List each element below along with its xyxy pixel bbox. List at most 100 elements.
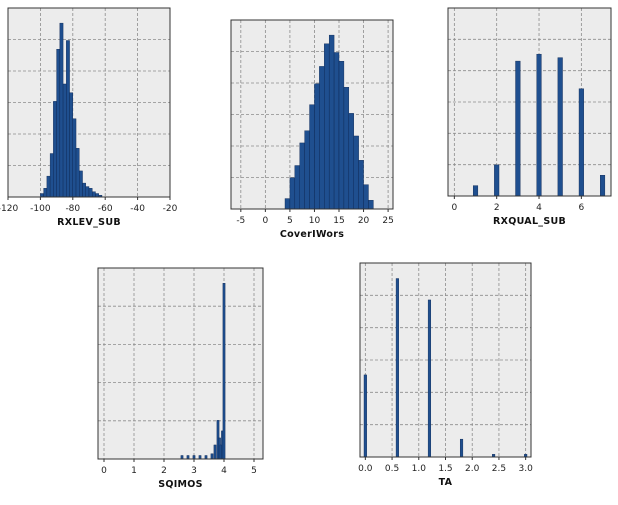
histogram-ta: 0.0 0.5 1.0 1.5 2.0 2.5 3.0 TA (358, 262, 533, 488)
histogram-bar (472, 185, 479, 197)
histogram-bar (536, 53, 542, 197)
x-tick-label: 3 (191, 466, 197, 476)
histogram-bar (289, 177, 296, 210)
histogram-bar (515, 60, 521, 197)
histogram-bar (294, 165, 300, 210)
histogram-bar (213, 444, 217, 460)
histogram-bar (333, 52, 340, 210)
x-tick-label: 10 (309, 216, 321, 226)
x-tick-label: -20 (163, 204, 178, 214)
histogram-bar (72, 118, 77, 198)
histogram-bar (59, 22, 64, 198)
x-tick-label: 1.0 (412, 464, 427, 474)
x-tick-label: 0.5 (385, 464, 399, 474)
x-tick-label: 0 (451, 203, 457, 213)
histogram-bar (69, 92, 73, 198)
histogram-bar (363, 184, 369, 210)
histogram-rxlev-sub: -120 -100 -80 -60 -40 -20 RXLEV_SUB (0, 7, 178, 228)
histogram-bar (85, 186, 90, 198)
histogram-bar (338, 61, 345, 210)
histogram-bar (353, 135, 359, 210)
histogram-bar (79, 170, 83, 198)
x-tick-label: 4 (221, 466, 227, 476)
x-tick-label: 25 (382, 216, 393, 226)
x-axis-label: CoverIWors (280, 229, 344, 240)
histogram-bar (427, 299, 432, 458)
plot-frame (97, 267, 264, 460)
x-tick-label: 5 (287, 216, 293, 226)
histogram-bar (299, 142, 305, 210)
histogram-bar (75, 148, 80, 198)
x-tick-label: -100 (30, 204, 51, 214)
histogram-bar (46, 175, 51, 198)
histogram-bar (314, 83, 320, 210)
histogram-bar (62, 83, 67, 198)
plot-frame (7, 7, 171, 198)
x-tick-label: 1 (131, 466, 137, 476)
x-axis-label: RXQUAL_SUB (493, 216, 566, 227)
histogram-bar (578, 88, 584, 197)
histogram-coveriwors: -5 0 5 10 15 20 25 CoverIWors (230, 19, 394, 240)
histogram-rxqual-sub: 0 2 4 6 RXQUAL_SUB (447, 7, 612, 227)
histogram-bar (180, 455, 184, 460)
histogram-sqimos: 0 1 2 3 4 5 SQIMOS (97, 267, 264, 490)
histogram-bar (186, 455, 190, 460)
x-tick-label: 20 (358, 216, 370, 226)
histogram-bar (395, 278, 399, 458)
x-axis-label: TA (439, 477, 453, 488)
histogram-bar (49, 153, 54, 198)
histogram-bar (304, 130, 310, 210)
x-tick-label: 2 (494, 203, 500, 213)
histogram-bar (204, 455, 208, 460)
plot-area (98, 268, 263, 459)
histogram-bar (222, 283, 226, 460)
histogram-bar (368, 200, 374, 210)
x-tick-label: -40 (130, 204, 145, 214)
histogram-bar (600, 175, 606, 197)
x-tick-label: -120 (0, 204, 18, 214)
x-tick-label: 3.0 (518, 464, 533, 474)
histogram-bar (363, 374, 367, 458)
x-tick-label: -80 (65, 204, 80, 214)
histogram-bar (82, 182, 86, 198)
plot-frame (447, 7, 612, 197)
x-tick-label: 5 (251, 466, 257, 476)
histogram-bar (309, 104, 315, 210)
histogram-bar (319, 66, 325, 210)
x-tick-label: 15 (333, 216, 344, 226)
histogram-bar (40, 193, 44, 198)
histogram-bar (557, 57, 563, 197)
histogram-bar (66, 40, 70, 198)
histogram-bar (348, 113, 354, 210)
histogram-bar (284, 198, 291, 210)
x-tick-label: 1.5 (438, 464, 452, 474)
histogram-bar (459, 438, 464, 458)
x-tick-label: 2.5 (492, 464, 506, 474)
histogram-bar (43, 188, 48, 198)
histogram-bar (53, 101, 57, 198)
histogram-bar (324, 43, 330, 210)
histogram-bar (494, 164, 500, 197)
histogram-bar (192, 455, 196, 460)
histogram-bar (95, 193, 99, 198)
x-axis-label: RXLEV_SUB (57, 217, 121, 228)
x-tick-label: 2.0 (465, 464, 480, 474)
x-tick-label: -60 (98, 204, 113, 214)
histogram-bar (210, 453, 214, 460)
histogram-bar (56, 49, 61, 198)
x-tick-label: 6 (578, 203, 584, 213)
x-tick-label: -5 (236, 216, 245, 226)
histogram-bar (328, 34, 335, 210)
plot-frame (230, 19, 394, 210)
x-axis-label: SQIMOS (158, 479, 203, 490)
histogram-bar (92, 191, 96, 198)
histogram-bar (343, 87, 350, 210)
x-tick-label: 0 (101, 466, 107, 476)
histogram-bar (198, 455, 202, 460)
x-tick-label: 0.0 (358, 464, 373, 474)
histogram-bar (88, 188, 93, 198)
x-tick-label: 0 (262, 216, 268, 226)
x-tick-label: 2 (161, 466, 167, 476)
